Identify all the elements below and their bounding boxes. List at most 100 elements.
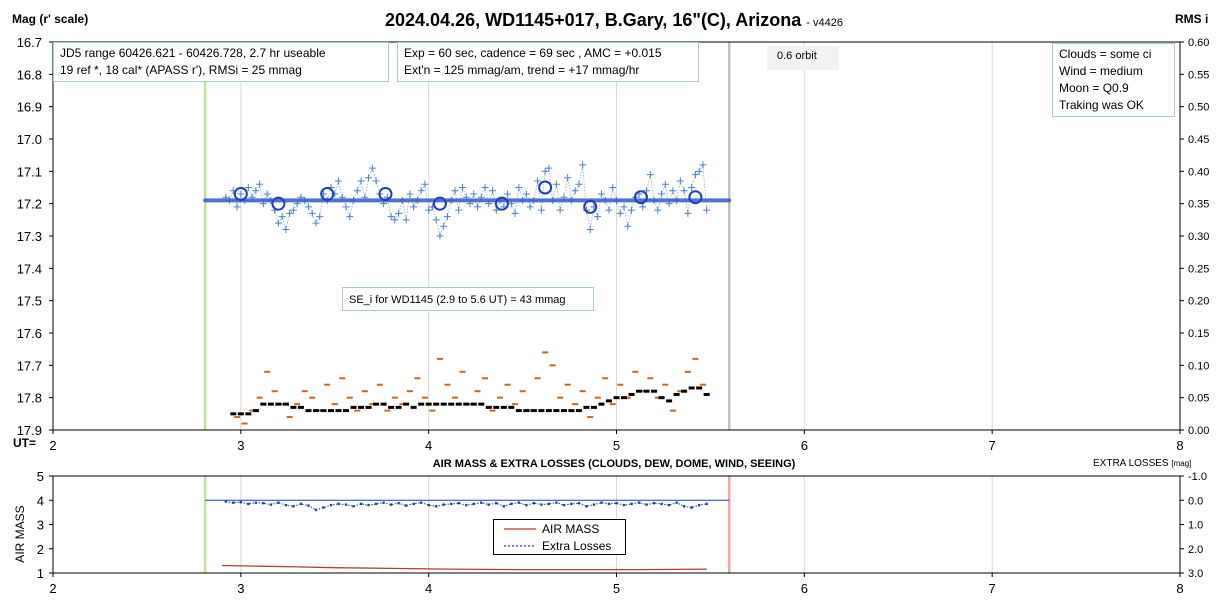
rms-orange-mark [256,396,263,399]
legend-label-losses: Extra Losses [542,539,612,553]
binned-point [538,180,553,195]
rms-orange-mark [436,357,443,360]
y-tick-label: 17.2 [17,197,42,212]
extra-losses-point [284,503,288,507]
conditions-tracking: Traking was OK [1059,98,1144,112]
y-tick-label: 17.1 [17,164,42,179]
extra-losses-point [412,502,415,506]
rms-black-mark [515,409,522,413]
extra-losses-point [480,501,483,504]
individual-point [274,219,282,227]
rms-orange-mark [294,403,301,406]
individual-point [646,171,654,179]
individual-point [695,167,703,175]
rms-orange-mark [384,409,391,412]
rms-black-mark [327,409,334,413]
x-tick-label: 6 [801,438,808,453]
rms-black-mark [410,405,417,409]
individual-point [537,206,545,214]
rms-orange-mark [249,409,256,412]
individual-point [233,203,241,211]
bottom-x-tick-label: 4 [425,581,432,596]
extra-losses-point [697,503,701,507]
conditions-moon: Moon = Q0.9 [1059,81,1129,95]
rms-orange-mark [234,416,241,419]
bottom-y-tick-label: 3 [37,518,44,533]
individual-point [594,213,602,221]
extra-losses-point [344,503,348,506]
extra-losses-point [705,502,708,506]
rms-black-mark [523,409,530,413]
rms-black-mark [252,409,259,413]
rms-orange-mark [677,390,684,393]
extra-losses-point [495,501,498,505]
binned-point [271,196,286,211]
individual-point [282,226,290,234]
rms-black-mark [245,412,252,416]
bottom-y-tick-label: 1 [37,566,44,581]
individual-point [511,209,519,217]
rms-black-mark [230,412,237,416]
extra-losses-point [322,506,325,509]
rms-orange-mark [459,370,466,373]
rms-orange-mark [301,390,308,393]
extra-losses-point [359,502,363,506]
individual-point [425,206,433,214]
extra-losses-point [682,505,686,508]
individual-point [620,203,628,211]
individual-point [597,190,605,198]
individual-point [372,177,380,185]
bottom-y2-unit: [mag] [1171,459,1192,468]
title-version: - v4426 [806,17,843,29]
rms-black-mark [297,405,304,409]
y-tick-label: 17.3 [17,229,42,244]
extra-losses-point [592,503,596,506]
rms-orange-mark [497,396,504,399]
rms-orange-mark [444,383,451,386]
individual-point [286,209,294,217]
rms-black-mark [508,405,515,409]
rms-black-mark [425,402,432,406]
air-mass-line [221,564,707,571]
extra-losses-point [585,505,588,508]
bottom-legend: AIR MASS Extra Losses [493,519,626,555]
rms-black-mark [440,402,447,406]
rms-orange-mark [572,403,579,406]
individual-point [658,190,666,198]
extra-losses-point [570,502,573,506]
x-tick-label: 7 [989,438,996,453]
rms-black-mark [651,389,658,393]
y2-tick-label: 0.20 [1188,296,1209,308]
rms-orange-mark [264,370,271,373]
individual-point [545,164,553,172]
rms-black-mark [568,409,575,413]
rms-black-mark [613,396,620,400]
rms-orange-mark [286,416,293,419]
individual-point [391,216,399,224]
rms-orange-mark [609,403,616,406]
bottom-x-tick-label: 3 [237,581,244,596]
extra-losses-point [502,505,505,508]
extra-losses-point [314,508,318,512]
y2-tick-label: 0.10 [1188,360,1209,372]
individual-point [440,222,448,230]
y-tick-label: 17.8 [17,391,42,406]
individual-point [541,167,549,175]
conditions-clouds: Clouds = some ci [1059,47,1152,61]
extra-losses-point [374,502,378,506]
x-tick-label: 4 [425,438,432,453]
rms-black-mark [553,409,560,413]
exposure-box: Exp = 60 sec, cadence = 69 sec , AMC = +… [397,42,699,82]
binned-point [432,196,447,211]
individual-point [308,209,316,217]
individual-point [703,206,711,214]
individual-point [515,184,523,191]
info-line-1: JD5 range 60426.621 - 60426.728, 2.7 hr … [60,46,326,60]
y2-tick-label: 0.45 [1188,134,1209,146]
rms-orange-mark [662,383,669,386]
extra-losses-point [532,501,536,505]
y2-tick-label: 0.05 [1188,393,1209,405]
rms-black-mark [433,402,440,406]
bottom-y-label: AIR MASS [13,505,27,563]
extra-losses-point [450,502,453,506]
